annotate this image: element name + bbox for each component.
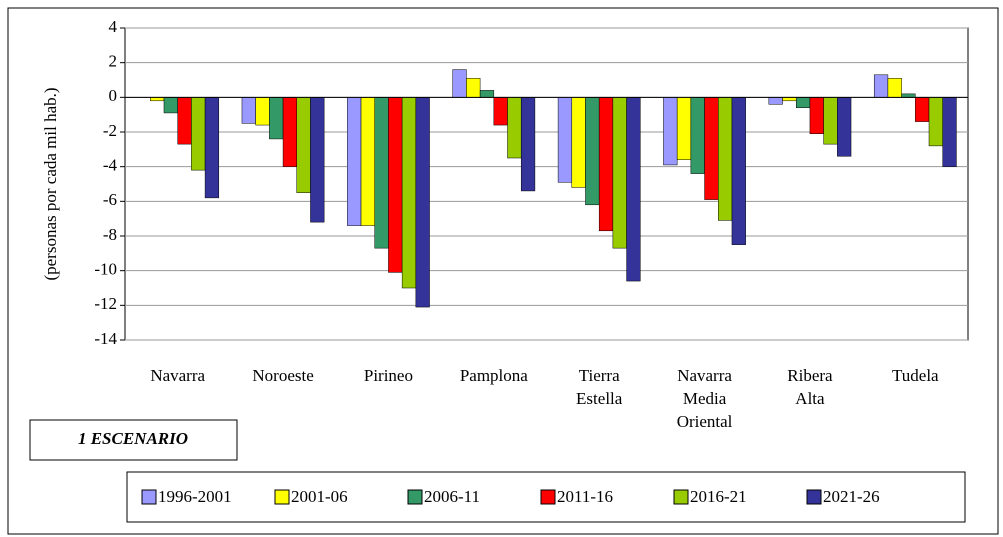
y-tick-label: -2	[103, 121, 117, 140]
x-tick-label: Pamplona	[460, 366, 528, 385]
bar	[269, 97, 284, 140]
bar	[282, 97, 298, 167]
bar	[768, 97, 783, 105]
x-tick-label: Navarra	[150, 366, 205, 385]
bar	[809, 97, 824, 134]
x-tick-label: Tudela	[892, 366, 939, 385]
y-tick-label: -10	[94, 260, 117, 279]
bar	[520, 97, 536, 192]
bar	[296, 97, 311, 193]
bar	[204, 97, 220, 199]
x-tick-label: Noroeste	[252, 366, 313, 385]
y-tick-label: 4	[109, 17, 118, 36]
legend-swatch	[806, 489, 822, 505]
bar	[676, 97, 692, 160]
bar	[479, 90, 495, 98]
bar	[901, 93, 916, 98]
legend-swatch	[274, 489, 290, 505]
bar	[255, 97, 270, 126]
bar	[557, 97, 573, 183]
x-tick-label: Pirineo	[364, 366, 413, 385]
legend-label: 1996-2001	[158, 487, 232, 506]
bar	[731, 97, 746, 245]
y-tick-label: -12	[94, 294, 117, 313]
x-tick-label: Oriental	[677, 412, 733, 431]
bar	[360, 97, 375, 226]
bar	[915, 97, 930, 122]
bar	[795, 97, 811, 108]
bar	[401, 97, 417, 289]
bar	[598, 97, 614, 232]
bar	[718, 97, 733, 221]
y-tick-label: -4	[103, 156, 118, 175]
bar	[452, 69, 467, 98]
bar	[585, 97, 600, 206]
bar	[493, 97, 508, 126]
bar	[873, 74, 889, 98]
bar	[887, 78, 902, 98]
bar	[704, 97, 719, 200]
legend-label: 2011-16	[557, 487, 613, 506]
legend-label: 2021-26	[823, 487, 880, 506]
legend-label: 2016-21	[690, 487, 747, 506]
x-tick-label: Alta	[795, 389, 825, 408]
bar	[163, 97, 178, 114]
bar	[507, 97, 522, 159]
plot-area	[124, 27, 969, 341]
legend-label: 2001-06	[291, 487, 348, 506]
legend-swatch	[407, 489, 423, 505]
bar	[241, 97, 256, 124]
bar	[310, 97, 325, 223]
y-tick-label: -6	[103, 190, 117, 209]
bar	[177, 97, 192, 145]
legend-swatch	[540, 489, 556, 505]
bar	[191, 97, 206, 171]
legend-label: 2006-11	[424, 487, 480, 506]
bar	[374, 97, 389, 249]
chart-border	[7, 7, 999, 535]
y-tick-label: 0	[109, 86, 118, 105]
legend-swatch	[673, 489, 689, 505]
x-tick-label: Ribera	[787, 366, 833, 385]
y-tick-label: -8	[103, 225, 117, 244]
bar	[571, 97, 586, 188]
annotation-box	[29, 419, 238, 461]
x-tick-label: Tierra	[579, 366, 620, 385]
y-tick-label: -14	[94, 329, 117, 348]
x-tick-label: Estella	[576, 389, 623, 408]
x-tick-label: Navarra	[677, 366, 732, 385]
bar	[928, 97, 943, 147]
x-tick-label: Media	[683, 389, 727, 408]
bar	[837, 97, 852, 157]
bar	[663, 97, 678, 166]
bar	[415, 97, 430, 308]
bar	[942, 97, 957, 167]
bar	[150, 97, 165, 102]
y-axis-label: (personas por cada mil hab.)	[41, 87, 60, 280]
bar	[612, 97, 627, 249]
bar	[388, 97, 403, 273]
bar	[347, 97, 362, 226]
bar	[466, 78, 481, 98]
bar	[690, 97, 705, 174]
bar	[626, 97, 641, 282]
bar	[782, 97, 797, 102]
y-tick-label: 2	[109, 52, 118, 71]
bar	[823, 97, 838, 145]
legend-swatch	[141, 489, 157, 505]
annotation: 1 ESCENARIO	[78, 429, 188, 448]
